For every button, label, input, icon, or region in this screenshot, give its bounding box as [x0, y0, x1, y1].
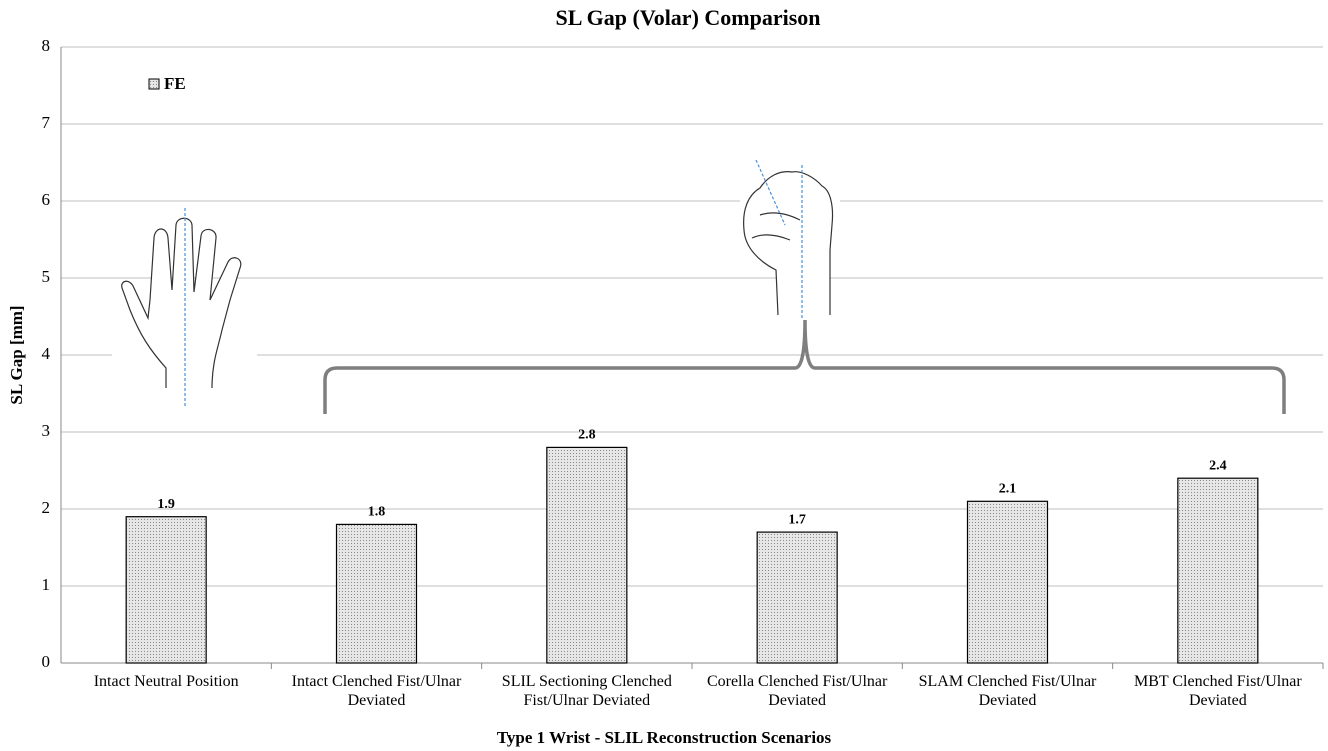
y-tick-label: 1 [42, 575, 51, 594]
data-label: 2.8 [578, 428, 596, 443]
legend-swatch [148, 78, 160, 90]
chart-title: SL Gap (Volar) Comparison [555, 5, 820, 30]
bar [125, 516, 207, 664]
x-tick-label: SLIL Sectioning Clenched Fist/Ulnar Devi… [501, 673, 672, 709]
bar [756, 531, 838, 664]
fist-illustration [740, 159, 840, 318]
data-label: 2.1 [999, 482, 1017, 497]
data-label: 1.9 [157, 497, 175, 512]
data-label: 2.4 [1209, 458, 1227, 473]
x-tick-label: MBT Clenched Fist/Ulnar Deviated [1133, 673, 1302, 709]
data-label: 1.7 [788, 512, 806, 527]
bracket [323, 319, 1286, 414]
legend-label: FE [164, 74, 186, 93]
x-axis-label: Type 1 Wrist - SLIL Reconstruction Scena… [496, 728, 832, 747]
bar [966, 500, 1049, 664]
data-label: 1.8 [368, 505, 386, 520]
y-tick-label: 4 [42, 344, 51, 363]
grid [60, 46, 1324, 669]
open-hand-illustration [112, 208, 257, 408]
x-tick-label: Corella Clenched Fist/Ulnar Deviated [706, 673, 888, 709]
y-tick-label: 3 [42, 421, 51, 440]
y-tick-label: 7 [42, 113, 51, 132]
bar [1177, 477, 1259, 664]
y-tick-label: 2 [42, 498, 51, 517]
y-tick-label: 0 [42, 652, 51, 671]
bar [335, 523, 418, 664]
marks: 1.9 1.8 2.8 1.7 2.1 2.4 [125, 428, 1259, 664]
y-tick-label: 5 [42, 267, 51, 286]
x-tick-label: Intact Clenched Fist/Ulnar Deviated [291, 673, 462, 709]
x-tick-label: Intact Neutral Position [93, 673, 239, 690]
y-axis-label: SL Gap [mm] [7, 305, 26, 404]
bar [546, 446, 628, 664]
y-tick-label: 6 [42, 190, 51, 209]
y-tick-label: 8 [42, 36, 51, 55]
x-tick-label: SLAM Clenched Fist/Ulnar Deviated [918, 673, 1097, 709]
